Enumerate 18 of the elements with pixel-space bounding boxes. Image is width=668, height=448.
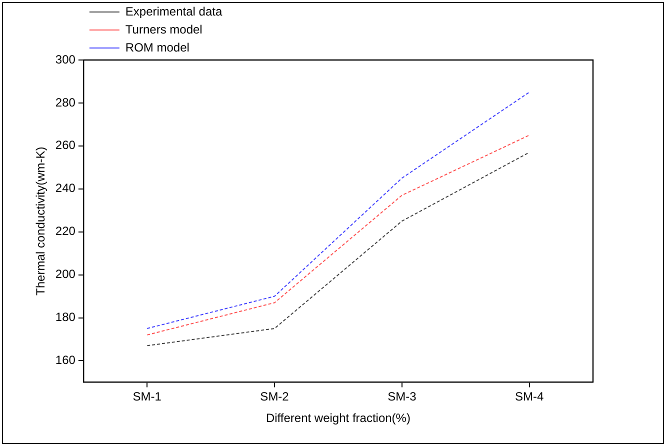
- y-axis-title: Thermal conductivity(wm-K): [34, 146, 48, 296]
- y-tick-label: 160: [55, 353, 76, 368]
- x-tick-label: SM-2: [260, 390, 290, 404]
- x-tick-label: SM-1: [132, 390, 162, 404]
- y-tick-label: 300: [55, 52, 76, 66]
- line-series: [146, 92, 530, 329]
- y-tick-label: 180: [55, 310, 76, 324]
- y-tick-label: 240: [55, 181, 76, 196]
- y-tick-label: 220: [55, 224, 76, 238]
- y-tick-label: 260: [55, 138, 76, 152]
- legend-label: Experimental data: [125, 4, 222, 18]
- y-tick-label: 280: [55, 95, 76, 110]
- legend-label: ROM model: [125, 40, 190, 54]
- x-tick-label: SM-4: [514, 390, 544, 404]
- x-tick-label: SM-3: [388, 390, 417, 404]
- legend-label: Turners model: [125, 22, 202, 36]
- x-axis-title: Different weight fraction(%): [266, 411, 410, 426]
- y-tick-label: 200: [55, 267, 76, 282]
